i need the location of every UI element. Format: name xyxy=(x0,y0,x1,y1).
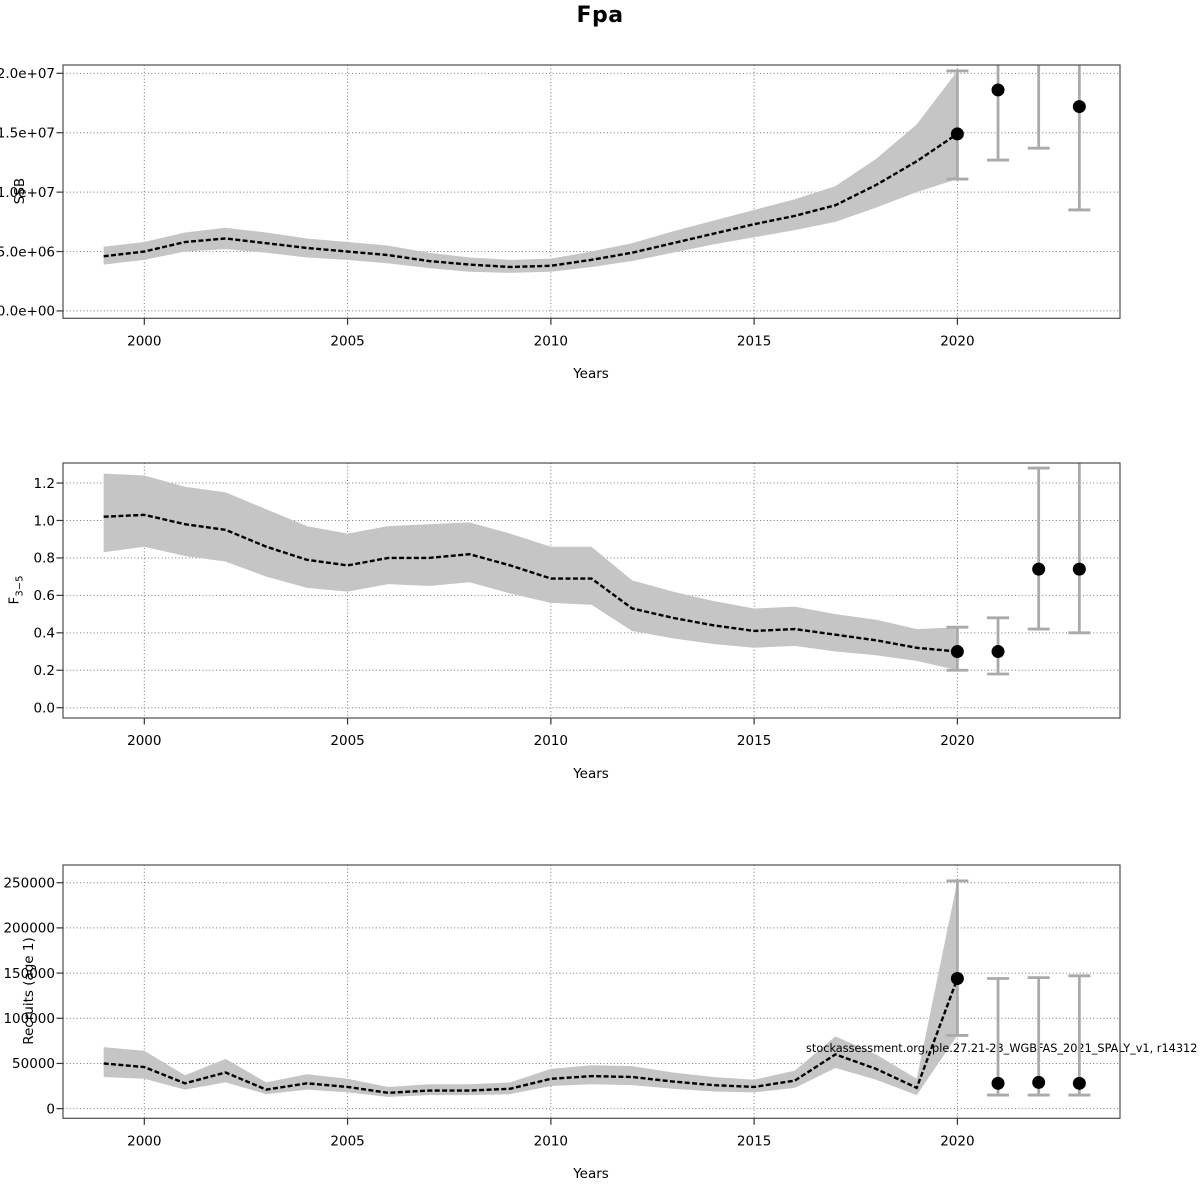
forecast-point xyxy=(1072,562,1086,576)
y-tick-label: 5.0e+06 xyxy=(0,244,55,260)
forecast-point xyxy=(1032,1075,1046,1089)
x-tick-label: 2010 xyxy=(534,733,568,749)
forecast-point xyxy=(991,1076,1005,1090)
estimate-line xyxy=(103,132,959,269)
y-tick-label: 1.5e+07 xyxy=(0,126,55,142)
forecast-error-bar xyxy=(1027,976,1050,1097)
current-year-error-bar xyxy=(946,69,969,181)
estimate-line xyxy=(103,978,959,1095)
y-axis-label-f: F3−5 xyxy=(7,576,26,605)
y-tick-label: 200000 xyxy=(3,921,55,937)
y-axis-label-subscript: 3−5 xyxy=(14,575,26,597)
y-tick-label: 1.0 xyxy=(34,513,55,529)
current-year-point xyxy=(950,645,964,659)
source-annotation: stockassessment.org, ple.27.21-23_WGBFAS… xyxy=(806,1042,1200,1055)
forecast-error-bar xyxy=(1068,463,1091,635)
forecast-error-bar xyxy=(1027,65,1050,150)
y-tick-label: 50000 xyxy=(12,1056,55,1072)
forecast-point xyxy=(991,83,1005,97)
estimate-line xyxy=(103,513,958,653)
y-tick-label: 0.2 xyxy=(34,663,55,679)
y-axis-label-recruits: Recruits (age 1) xyxy=(21,937,37,1045)
y-tick-label: 1.2 xyxy=(34,476,55,492)
y-tick-label: 0 xyxy=(46,1101,55,1117)
x-tick-label: 2015 xyxy=(737,1133,771,1149)
y-tick-label: 0.6 xyxy=(34,588,55,604)
panel-fishing-mortality: 0.0 0.2 0.4 0.6 0.8 1.0 1.2 2000 2005 2010 2015 202… xyxy=(34,462,1121,749)
x-tick-label: 2020 xyxy=(940,1133,974,1149)
x-tick-label: 2005 xyxy=(330,1133,364,1149)
chart-title: Fpa xyxy=(576,3,624,28)
y-axis-label-ssb: SSB xyxy=(12,178,28,204)
panel-frame xyxy=(62,462,1121,719)
x-tick-label: 2000 xyxy=(127,333,161,349)
y-tick-label: 100000 xyxy=(3,1011,55,1027)
y-tick-label: 0.8 xyxy=(34,551,55,567)
forecast-point xyxy=(1072,100,1086,114)
x-tick-label: 2010 xyxy=(534,333,568,349)
y-tick-label: 1.0e+07 xyxy=(0,185,55,201)
x-tick-label: 2020 xyxy=(940,333,974,349)
x-axis-label-ssb: Years xyxy=(573,366,609,382)
forecast-point xyxy=(1072,1076,1086,1090)
panel-frame xyxy=(62,864,1121,1119)
forecast-error-bar xyxy=(987,65,1010,162)
current-year-error-bar xyxy=(946,879,969,1037)
x-tick-label: 2015 xyxy=(737,733,771,749)
panel-ssb: 0.0e+00 5.0e+06 1.0e+07 1.5e+07 2.0e+07 2000 2… xyxy=(0,64,1121,349)
y-axis-label-text: Recruits (age 1) xyxy=(21,937,37,1045)
x-tick-label: 2010 xyxy=(534,1133,568,1149)
y-tick-label: 2.0e+07 xyxy=(0,66,55,82)
current-year-point xyxy=(950,127,964,141)
x-tick-label: 2020 xyxy=(940,733,974,749)
forecast-error-bar xyxy=(1068,65,1091,212)
confidence-band xyxy=(103,880,958,1097)
forecast-error-bar xyxy=(1068,974,1091,1097)
y-axis-label-text: SSB xyxy=(12,177,28,205)
x-tick-label: 2015 xyxy=(737,333,771,349)
current-year-point xyxy=(950,972,964,986)
panel-recruits: stockassessment.org, ple.27.21-23_WGBFAS… xyxy=(3,864,1200,1149)
x-tick-label: 2000 xyxy=(127,1133,161,1149)
forecast-point xyxy=(991,645,1005,659)
y-tick-label: 250000 xyxy=(3,876,55,892)
x-axis-label-f: Years xyxy=(573,766,609,782)
forecast-error-bar xyxy=(1027,466,1050,631)
forecast-point xyxy=(1032,562,1046,576)
confidence-band xyxy=(103,70,958,273)
x-tick-label: 2005 xyxy=(330,333,364,349)
x-axis-label-recruits: Years xyxy=(573,1166,609,1182)
y-axis-label-text: F xyxy=(6,596,23,605)
y-tick-label: 150000 xyxy=(3,966,55,982)
x-tick-label: 2005 xyxy=(330,733,364,749)
y-tick-label: 0.0e+00 xyxy=(0,304,55,320)
panel-frame xyxy=(62,64,1121,319)
forecast-error-bar xyxy=(987,977,1010,1097)
x-tick-label: 2000 xyxy=(127,733,161,749)
y-tick-label: 0.4 xyxy=(34,626,55,642)
y-tick-label: 0.0 xyxy=(34,701,55,717)
